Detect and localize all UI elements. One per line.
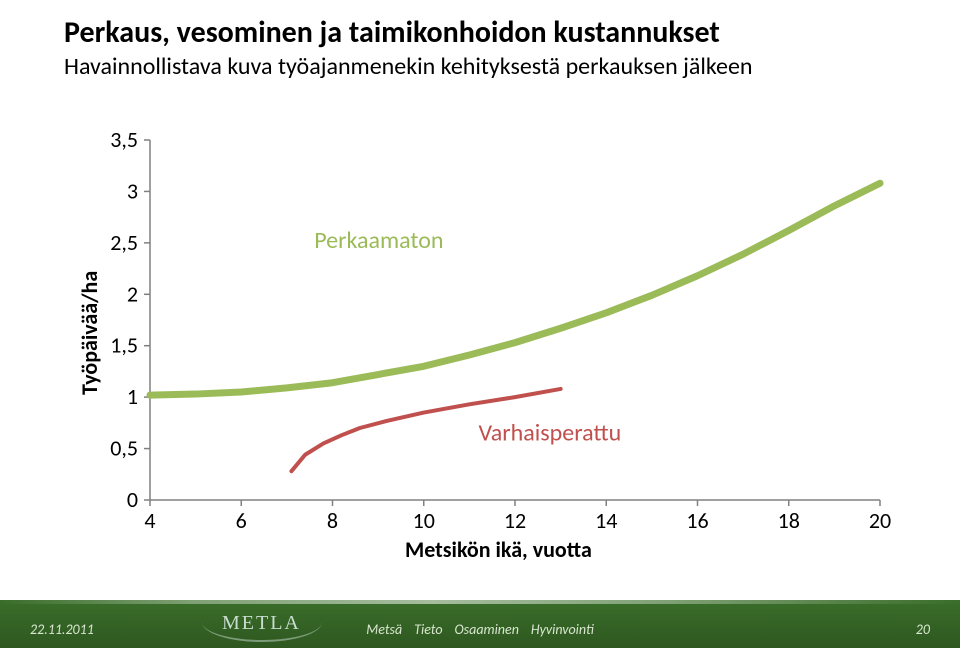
y-tick-label: 2,5: [110, 229, 138, 256]
y-tick-label: 2: [127, 280, 138, 307]
series-label-varhaisperattu: Varhaisperattu: [479, 418, 622, 447]
x-axis-label: Metsikön ikä, vuotta: [405, 536, 592, 563]
x-tick-label: 4: [144, 507, 155, 534]
y-tick-label: 1,5: [110, 332, 138, 359]
y-axis-label: Työpäivää/ha: [76, 271, 103, 395]
footer-word: Hyvinvointi: [531, 621, 594, 638]
footer-page-number: 20: [916, 621, 930, 638]
chart: 0 0,5 1 1,5 2 2,5 3 3,5 4 6 8 10 12 14 16 18 20 Perkaamat…: [70, 130, 900, 550]
footer-word: Tieto: [414, 621, 442, 638]
footer-word: Metsä: [366, 621, 402, 638]
x-tick-label: 16: [686, 507, 708, 534]
y-tick-label: 3: [127, 177, 138, 204]
x-tick-label: 20: [869, 507, 891, 534]
slide-title: Perkaus, vesominen ja taimikonhoidon kus…: [64, 14, 720, 51]
footer-bar: 22.11.2011 METLA MetsäTietoOsaaminenHyvi…: [0, 600, 960, 648]
series-label-perkaamaton: Perkaamaton: [314, 226, 443, 255]
footer-words: Metsä Tieto Osaaminen Hyvinvointi: [0, 621, 960, 638]
chart-svg: 0 0,5 1 1,5 2 2,5 3 3,5 4 6 8 10 12 14 16 18 20 Perkaamat…: [70, 130, 900, 550]
y-tick-label: 3,5: [110, 130, 138, 153]
footer-highlight: [0, 600, 960, 604]
x-tick-label: 10: [413, 507, 435, 534]
slide-subtitle: Havainnollistava kuva työajanmenekin keh…: [64, 52, 753, 81]
x-tick-label: 18: [778, 507, 800, 534]
y-tick-label: 0,5: [110, 435, 138, 462]
x-tick-label: 6: [236, 507, 247, 534]
series-perkaamaton: [150, 183, 880, 395]
y-tick-label: 0: [127, 486, 138, 513]
x-tick-label: 12: [504, 507, 526, 534]
y-tick-label: 1: [127, 383, 138, 410]
x-tick-label: 14: [595, 507, 617, 534]
x-tick-label: 8: [327, 507, 338, 534]
footer-word: Osaaminen: [455, 621, 519, 638]
